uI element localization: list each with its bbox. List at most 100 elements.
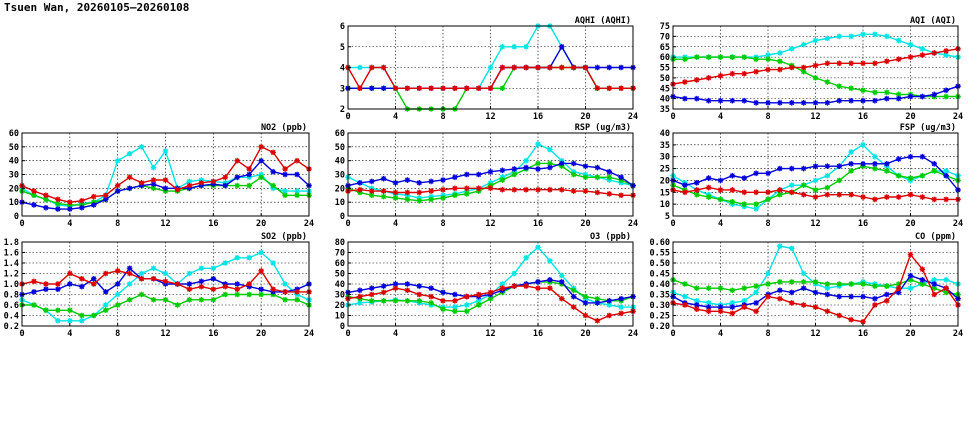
x-tick-label: 12	[160, 329, 170, 339]
data-point	[753, 289, 759, 296]
data-point	[907, 251, 914, 258]
data-point	[919, 153, 926, 160]
data-point	[416, 298, 423, 304]
x-tick-label: 24	[628, 329, 638, 339]
x-tick-label: 8	[440, 219, 445, 229]
chart-title: RSP (ug/m3)	[575, 123, 631, 133]
y-tick-label: 30	[9, 171, 19, 181]
data-point	[606, 312, 613, 319]
data-point	[753, 300, 759, 306]
data-point	[741, 298, 748, 304]
data-point	[282, 166, 288, 172]
y-tick-label: 30	[335, 291, 345, 301]
data-point	[234, 281, 241, 287]
y-tick-label: 40	[335, 280, 345, 290]
data-point	[186, 296, 193, 303]
data-point	[606, 174, 613, 181]
data-point	[90, 193, 97, 200]
data-point	[777, 50, 783, 56]
data-point	[570, 304, 577, 310]
data-point	[547, 258, 553, 264]
data-point	[258, 157, 264, 164]
data-point	[499, 177, 506, 183]
data-point	[895, 95, 902, 102]
data-point	[523, 186, 529, 193]
data-point	[705, 175, 712, 181]
data-point	[729, 97, 736, 104]
data-point	[440, 306, 446, 312]
chart-co: 0 4 8 12 16 20 240.200.250.300.350.400.450.500…	[650, 232, 964, 339]
x-tick-label: 16	[533, 112, 543, 122]
data-point	[547, 146, 553, 153]
data-point	[174, 302, 181, 308]
data-point	[682, 281, 688, 287]
data-point	[860, 60, 866, 67]
chart-rsp: 0 4 8 12 16 20 24 0 10 20 30 40 50 60 RSP (ug/m3)	[335, 123, 638, 229]
data-point	[943, 87, 949, 94]
data-point	[78, 197, 85, 204]
data-point	[682, 302, 688, 308]
data-point	[475, 85, 482, 92]
data-point	[463, 302, 470, 308]
data-point	[404, 281, 411, 287]
data-point	[114, 268, 121, 274]
data-point	[765, 170, 771, 177]
x-tick-label: 0	[670, 112, 675, 122]
data-point	[162, 185, 169, 192]
chart-title: CO (ppm)	[915, 232, 956, 242]
data-point	[682, 182, 688, 188]
data-point	[138, 275, 145, 282]
data-point	[705, 75, 712, 81]
data-point	[931, 285, 938, 291]
data-point	[919, 52, 926, 58]
data-point	[788, 99, 795, 106]
data-point	[198, 278, 205, 285]
data-point	[777, 58, 783, 65]
data-point	[836, 97, 843, 104]
data-point	[777, 99, 783, 106]
data-point	[765, 66, 771, 73]
data-point	[777, 187, 783, 193]
data-point	[753, 283, 759, 289]
data-point	[788, 64, 795, 71]
y-tick-label: 10	[335, 312, 345, 322]
data-point	[907, 153, 914, 160]
data-point	[812, 37, 819, 44]
data-point	[848, 33, 854, 40]
data-point	[428, 196, 434, 203]
data-point	[788, 189, 795, 196]
data-point	[848, 149, 854, 155]
data-point	[246, 254, 253, 261]
data-point	[270, 168, 276, 175]
y-tick-label: 20	[9, 184, 19, 194]
y-tick-label: 20	[335, 301, 345, 311]
data-point	[535, 160, 541, 167]
data-point	[753, 308, 759, 315]
y-tick-label: 40	[9, 157, 19, 167]
data-point	[43, 307, 49, 314]
data-point	[570, 293, 577, 300]
data-point	[475, 185, 482, 192]
data-point	[126, 270, 133, 277]
x-tick-label: 16	[858, 329, 868, 339]
data-point	[848, 168, 854, 174]
data-point	[765, 281, 771, 287]
y-tick-label: 45	[660, 84, 670, 94]
data-point	[741, 97, 748, 104]
data-point	[150, 265, 157, 272]
data-point	[31, 188, 37, 194]
x-tick-label: 4	[393, 112, 398, 122]
x-tick-label: 24	[953, 329, 963, 339]
data-point	[860, 97, 866, 104]
data-point	[270, 260, 276, 266]
data-point	[43, 192, 49, 199]
data-point	[788, 289, 795, 296]
x-tick-label: 0	[19, 329, 24, 339]
data-point	[824, 184, 831, 191]
data-point	[270, 182, 276, 189]
data-point	[138, 180, 145, 186]
y-tick-label: 0.55	[650, 249, 670, 259]
data-point	[705, 308, 712, 315]
data-point	[558, 272, 565, 279]
